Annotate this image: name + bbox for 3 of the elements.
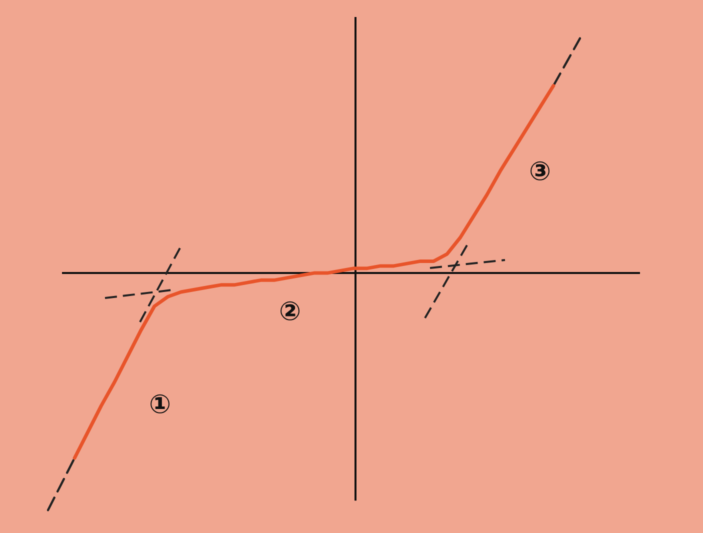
annotation: ② — [278, 297, 302, 327]
annotation: ③ — [528, 157, 552, 187]
annotation: ① — [148, 390, 172, 420]
